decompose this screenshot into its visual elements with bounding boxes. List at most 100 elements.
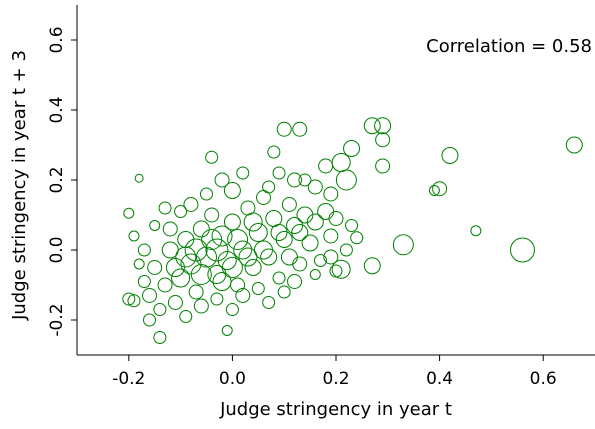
point xyxy=(158,201,172,215)
point xyxy=(179,310,193,323)
point xyxy=(287,274,303,289)
point xyxy=(190,264,212,285)
point xyxy=(225,303,239,316)
point xyxy=(143,313,157,327)
point xyxy=(306,213,324,231)
x-tick-label: 0.2 xyxy=(322,369,349,389)
point xyxy=(153,331,167,344)
y-tick-label: -0.2 xyxy=(47,303,67,336)
point xyxy=(205,238,229,262)
point xyxy=(275,231,293,248)
point xyxy=(212,272,232,291)
point xyxy=(323,249,339,265)
point xyxy=(345,219,359,232)
point xyxy=(243,212,263,232)
point xyxy=(470,225,482,237)
point xyxy=(432,181,448,197)
point xyxy=(565,136,583,154)
point xyxy=(270,224,288,241)
point xyxy=(128,230,140,242)
point xyxy=(149,220,161,231)
point xyxy=(262,296,276,309)
point xyxy=(272,271,286,285)
point xyxy=(267,145,281,159)
y-tick-label: 0.0 xyxy=(47,236,67,263)
point xyxy=(137,275,151,288)
point xyxy=(251,282,265,295)
point xyxy=(248,223,268,242)
point xyxy=(233,240,253,260)
point xyxy=(221,325,233,336)
point xyxy=(223,213,241,231)
point xyxy=(363,117,381,135)
point xyxy=(122,292,136,306)
point xyxy=(292,121,308,137)
point xyxy=(133,258,145,270)
point xyxy=(214,172,230,188)
point xyxy=(201,229,223,250)
point xyxy=(244,259,262,276)
point xyxy=(137,243,151,257)
point xyxy=(255,190,271,205)
point xyxy=(287,172,303,188)
point xyxy=(200,187,213,201)
point xyxy=(142,288,158,303)
point xyxy=(162,221,178,237)
point xyxy=(286,217,304,234)
point xyxy=(331,153,351,172)
point xyxy=(323,228,339,244)
point xyxy=(236,166,250,180)
point xyxy=(230,277,246,293)
x-tick-label: 0.0 xyxy=(219,369,246,389)
point xyxy=(127,294,141,308)
point xyxy=(298,173,312,187)
point xyxy=(350,231,364,245)
point xyxy=(339,243,353,257)
point xyxy=(147,260,163,275)
x-tick-label: 0.6 xyxy=(530,369,557,389)
x-tick-label: -0.2 xyxy=(112,369,145,389)
point xyxy=(280,248,298,266)
point xyxy=(343,140,361,157)
point xyxy=(227,229,249,250)
point xyxy=(188,284,204,300)
point xyxy=(153,303,167,316)
point xyxy=(335,169,357,191)
point xyxy=(223,182,241,199)
point xyxy=(211,225,233,247)
point xyxy=(301,234,319,252)
point xyxy=(291,224,309,241)
point xyxy=(167,295,183,310)
point xyxy=(375,132,391,148)
point xyxy=(363,257,381,275)
point xyxy=(509,237,535,263)
point xyxy=(205,150,219,164)
point xyxy=(318,158,334,174)
point xyxy=(262,180,276,194)
point xyxy=(157,277,173,293)
y-axis-label: Judge stringency in year t + 3 xyxy=(9,50,30,321)
point xyxy=(307,179,323,195)
point xyxy=(123,207,135,219)
point xyxy=(328,211,344,226)
point xyxy=(329,264,343,278)
point xyxy=(184,238,208,262)
point xyxy=(192,220,210,238)
y-tick-label: 0.6 xyxy=(47,26,67,53)
point xyxy=(253,240,273,260)
point xyxy=(238,247,258,267)
point xyxy=(441,147,459,164)
point xyxy=(204,207,220,223)
point xyxy=(183,197,199,212)
y-tick-label: 0.2 xyxy=(47,166,67,193)
point xyxy=(331,259,351,279)
point xyxy=(221,257,243,278)
point xyxy=(210,292,224,306)
point xyxy=(174,205,188,218)
point xyxy=(292,256,308,272)
point xyxy=(375,158,391,174)
x-axis-label: Judge stringency in year t xyxy=(219,399,452,420)
point xyxy=(281,197,297,212)
y-tick-label: 0.4 xyxy=(47,96,67,123)
